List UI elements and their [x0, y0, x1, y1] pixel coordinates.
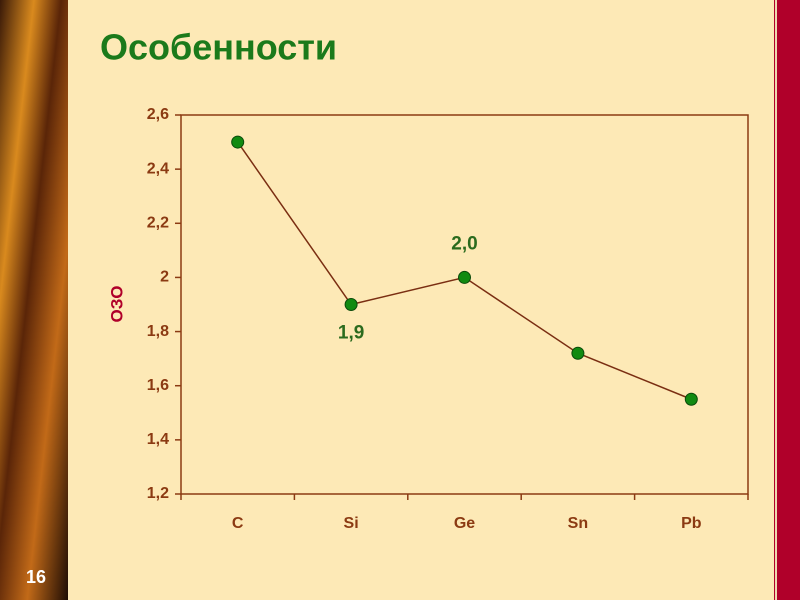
slide-number: 16 [26, 567, 46, 587]
x-tick-label: Ge [454, 515, 475, 532]
marker [458, 270, 471, 284]
x-tick-label: C [232, 515, 244, 532]
data-label: 1,9 [338, 323, 364, 344]
marker [344, 298, 358, 311]
y-tick-label: 2,4 [147, 160, 169, 177]
side-image [0, 0, 68, 600]
chart-title: Особенности [100, 27, 337, 68]
x-tick-label: Pb [681, 515, 702, 532]
y-tick-label: 1,6 [147, 377, 169, 394]
x-tick-label: Sn [568, 515, 588, 532]
y-tick-label: 2 [160, 269, 169, 286]
plot-frame [180, 114, 749, 495]
marker [571, 346, 585, 360]
y-tick-label: 2,2 [147, 215, 169, 232]
side-band [774, 0, 800, 600]
y-tick-label: 1,2 [147, 485, 169, 502]
y-tick-label: 1,4 [147, 431, 169, 448]
y-axis-label: ОЗО [107, 286, 126, 323]
x-tick-label: Si [344, 515, 359, 532]
data-label: 2,0 [451, 233, 477, 254]
marker [231, 135, 245, 149]
y-tick-label: 2,6 [147, 106, 169, 123]
y-tick-label: 1,8 [147, 323, 169, 340]
marker [684, 392, 698, 406]
